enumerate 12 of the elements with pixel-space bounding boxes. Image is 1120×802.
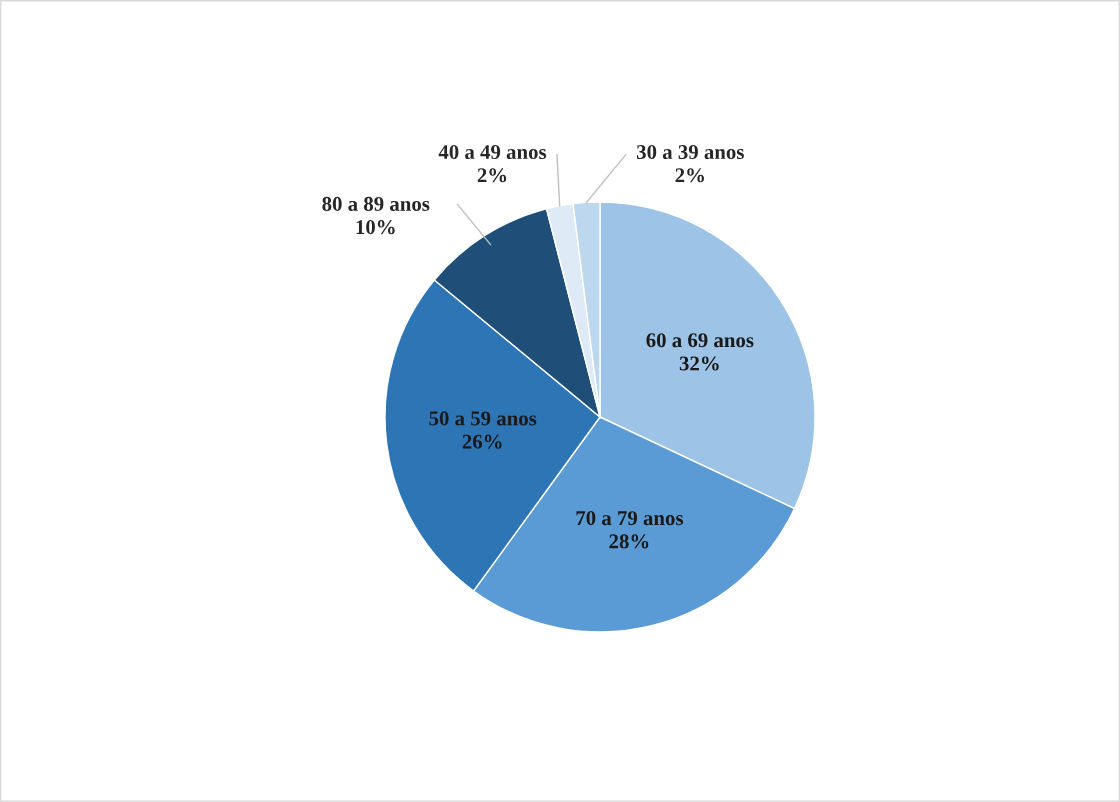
slice-label: 80 a 89 anos <box>322 196 430 211</box>
data-label: 28% <box>609 534 649 549</box>
slice-label: 40 a 49 anos <box>438 144 547 160</box>
data-label: 10% <box>356 220 395 235</box>
slice-label: 60 a 69 anos <box>646 333 754 348</box>
data-label: 32% <box>679 356 719 371</box>
slice-label: 50 a 59 anos <box>429 411 537 426</box>
slice-label: 70 a 79 anos <box>576 511 684 526</box>
data-label: 26% <box>462 434 502 449</box>
data-label: 2% <box>477 168 507 183</box>
slice-label: 30 a 39 anos <box>636 144 744 160</box>
data-label: 2% <box>675 168 704 183</box>
